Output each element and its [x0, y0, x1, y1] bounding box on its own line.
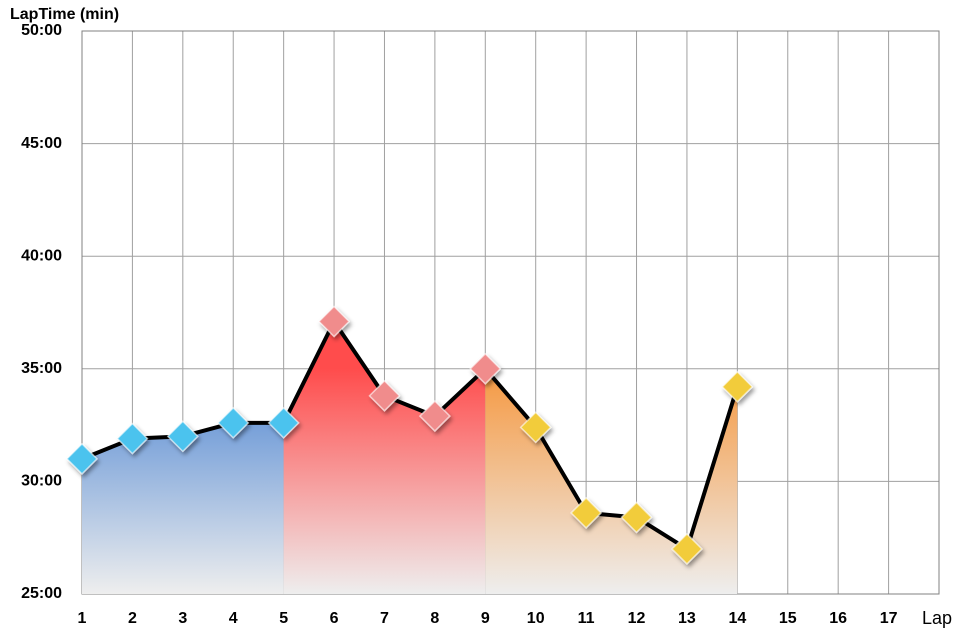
marker: [670, 532, 704, 566]
x-tick-label: 11: [578, 610, 595, 627]
x-tick-label: 4: [229, 610, 238, 627]
x-tick-label: 17: [880, 610, 898, 627]
marker: [267, 406, 300, 439]
y-axis-label: LapTime (min): [10, 6, 119, 23]
marker: [217, 406, 250, 439]
x-tick-label: 1: [78, 610, 87, 627]
marker: [166, 420, 199, 453]
marker: [721, 370, 754, 403]
y-tick-label: 40:00: [21, 247, 62, 264]
x-tick-label: 8: [430, 610, 439, 627]
y-tick-label: 45:00: [21, 135, 62, 152]
x-tick-label: 5: [279, 610, 288, 627]
y-tick-label: 50:00: [21, 22, 62, 39]
marker: [469, 352, 502, 385]
x-tick-label: 12: [628, 610, 646, 627]
x-tick-label: 7: [380, 610, 389, 627]
marker: [519, 411, 552, 444]
x-tick-label: 2: [128, 610, 137, 627]
x-tick-label: 3: [178, 610, 187, 627]
marker: [317, 305, 351, 338]
x-tick-label: 6: [330, 610, 339, 627]
area: [283, 321, 486, 594]
marker: [65, 442, 99, 475]
y-tick-label: 30:00: [21, 473, 62, 490]
x-axis-label: Lap: [922, 608, 952, 628]
x-tick-label: 16: [829, 610, 847, 627]
marker: [116, 422, 149, 455]
x-tick-label: 9: [481, 610, 490, 627]
x-tick-label: 13: [678, 610, 696, 627]
x-tick-label: 10: [527, 610, 545, 627]
y-tick-label: 25:00: [21, 585, 62, 602]
y-tick-label: 35:00: [21, 360, 62, 377]
x-tick-label: 14: [728, 610, 746, 627]
marker: [368, 379, 401, 412]
area: [82, 422, 284, 594]
marker: [620, 501, 653, 534]
x-tick-label: 15: [779, 610, 797, 627]
area: [485, 368, 738, 594]
marker: [570, 496, 603, 529]
marker: [418, 400, 451, 433]
